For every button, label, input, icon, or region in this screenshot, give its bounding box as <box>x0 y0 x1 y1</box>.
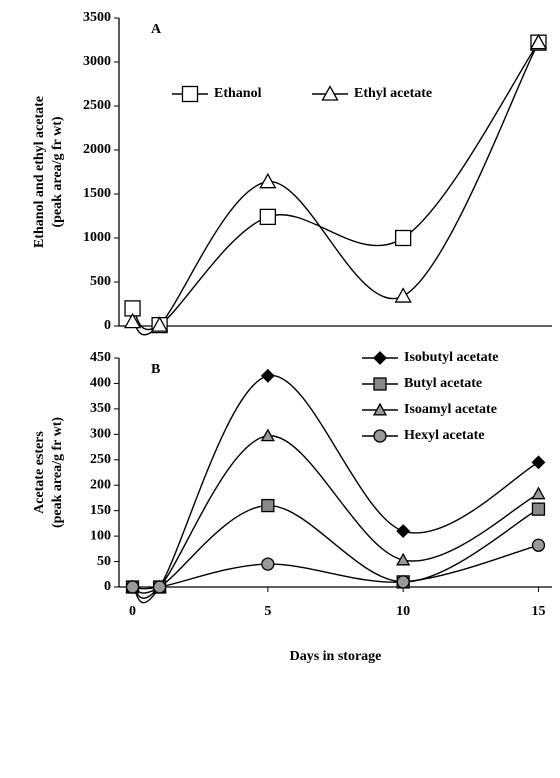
legend-label: Isobutyl acetate <box>404 350 499 365</box>
panel-label: A <box>151 22 162 37</box>
y-tick-label: 0 <box>104 318 111 333</box>
y-tick-label: 400 <box>90 376 111 391</box>
y-tick-label: 2500 <box>83 98 111 113</box>
marker <box>372 402 388 416</box>
marker <box>259 172 277 189</box>
y-tick-label: 1500 <box>83 186 111 201</box>
y-axis-label: Ethanol and ethyl acetate <box>32 96 47 248</box>
x-tick-label: 10 <box>396 604 410 619</box>
marker <box>373 377 387 391</box>
y-tick-label: 200 <box>90 477 111 492</box>
marker <box>123 312 142 329</box>
marker <box>529 33 548 50</box>
marker <box>260 368 275 383</box>
marker <box>181 85 199 103</box>
y-tick-label: 2000 <box>83 142 111 157</box>
y-tick-label: 250 <box>90 452 111 467</box>
y-tick-label: 0 <box>104 579 111 594</box>
marker <box>531 538 546 552</box>
marker <box>395 229 412 247</box>
marker <box>394 287 412 303</box>
legend-label: Butyl acetate <box>404 376 482 391</box>
marker <box>125 580 140 594</box>
marker <box>152 580 167 594</box>
marker <box>150 316 169 332</box>
y-tick-label: 3000 <box>83 54 111 69</box>
y-axis-label: Acetate esters <box>32 431 47 514</box>
panel-label: B <box>151 362 160 377</box>
x-tick-label: 5 <box>264 604 271 619</box>
y-tick-label: 50 <box>97 554 111 569</box>
marker <box>261 498 275 513</box>
y-tick-label: 300 <box>90 427 111 442</box>
y-tick-label: 350 <box>90 401 111 416</box>
legend-label: Ethyl acetate <box>354 86 432 101</box>
marker <box>396 552 411 566</box>
line <box>131 42 540 331</box>
y-axis-label: (peak area/g fr wt) <box>50 116 65 227</box>
legend-label: Isoamyl acetate <box>404 402 497 417</box>
y-tick-label: 150 <box>90 503 111 518</box>
marker <box>531 502 546 516</box>
line <box>132 504 539 594</box>
y-axis-label: (peak area/g fr wt) <box>50 417 65 528</box>
legend-label: Ethanol <box>214 86 262 101</box>
marker <box>531 455 546 470</box>
marker <box>531 486 546 500</box>
x-tick-label: 15 <box>531 604 545 619</box>
y-tick-label: 1000 <box>83 230 111 245</box>
marker <box>259 208 276 226</box>
y-tick-label: 450 <box>90 350 111 365</box>
marker <box>396 575 410 589</box>
x-tick-label: 0 <box>129 604 136 619</box>
marker <box>373 429 387 443</box>
marker <box>373 351 387 365</box>
y-tick-label: 500 <box>90 274 111 289</box>
marker <box>321 85 339 101</box>
legend-label: Hexyl acetate <box>404 428 484 443</box>
marker <box>396 524 411 538</box>
y-tick-label: 3500 <box>83 10 111 25</box>
x-axis-label: Days in storage <box>290 649 382 664</box>
marker <box>261 557 275 571</box>
marker <box>260 428 275 442</box>
y-tick-label: 100 <box>90 528 111 543</box>
